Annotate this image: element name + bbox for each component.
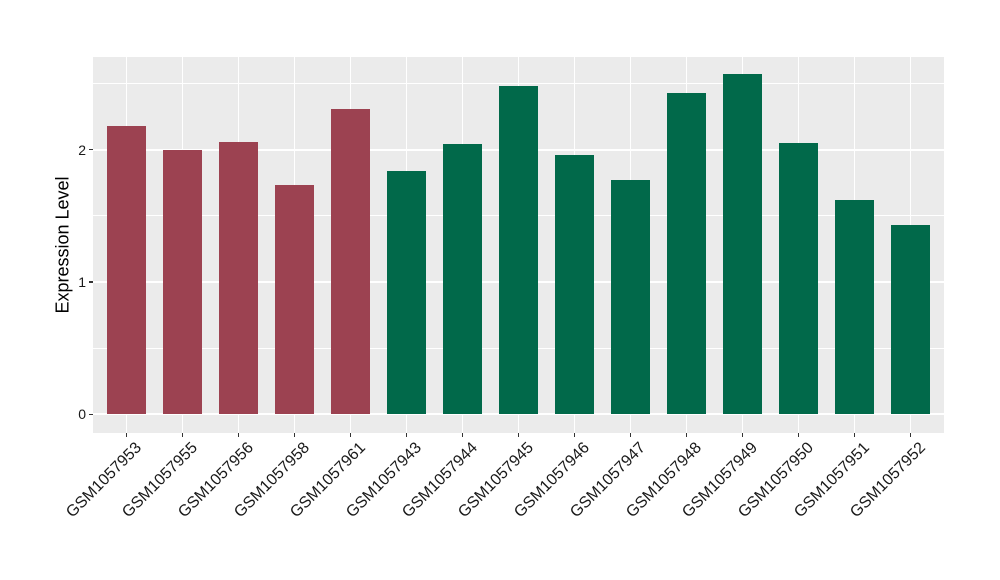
x-tick-mark xyxy=(237,433,240,437)
bar xyxy=(834,199,874,415)
x-tick-mark xyxy=(685,433,688,437)
bar xyxy=(498,86,539,415)
bar xyxy=(442,144,483,415)
y-tick-label: 1 xyxy=(78,274,86,291)
x-tick-mark xyxy=(741,433,744,437)
x-tick-mark xyxy=(629,433,632,437)
bar xyxy=(778,143,819,415)
x-tick-mark xyxy=(405,433,408,437)
bar xyxy=(162,149,203,415)
bar xyxy=(722,74,763,415)
bar xyxy=(386,170,427,415)
y-tick-mark xyxy=(89,148,93,151)
bar xyxy=(218,141,259,415)
y-tick-mark xyxy=(89,413,93,416)
bar xyxy=(666,92,707,415)
x-tick-mark xyxy=(797,433,800,437)
x-tick-mark xyxy=(181,433,184,437)
y-tick-label: 2 xyxy=(78,141,86,158)
x-tick-mark xyxy=(125,433,128,437)
y-axis-title: Expression Level xyxy=(52,176,73,314)
x-tick-mark xyxy=(517,433,520,437)
x-tick-mark xyxy=(349,433,352,437)
x-tick-mark xyxy=(293,433,296,437)
x-tick-mark xyxy=(573,433,576,437)
y-tick-label: 0 xyxy=(78,406,86,423)
x-tick-mark xyxy=(909,433,912,437)
y-tick-mark xyxy=(89,281,93,283)
bar xyxy=(330,108,371,415)
bar xyxy=(890,225,930,415)
x-tick-mark xyxy=(461,433,464,437)
bar xyxy=(274,185,315,415)
bar xyxy=(106,125,147,415)
plot-panel xyxy=(93,57,944,433)
bar xyxy=(554,154,595,415)
x-tick-mark xyxy=(853,433,856,437)
bar xyxy=(610,180,651,415)
